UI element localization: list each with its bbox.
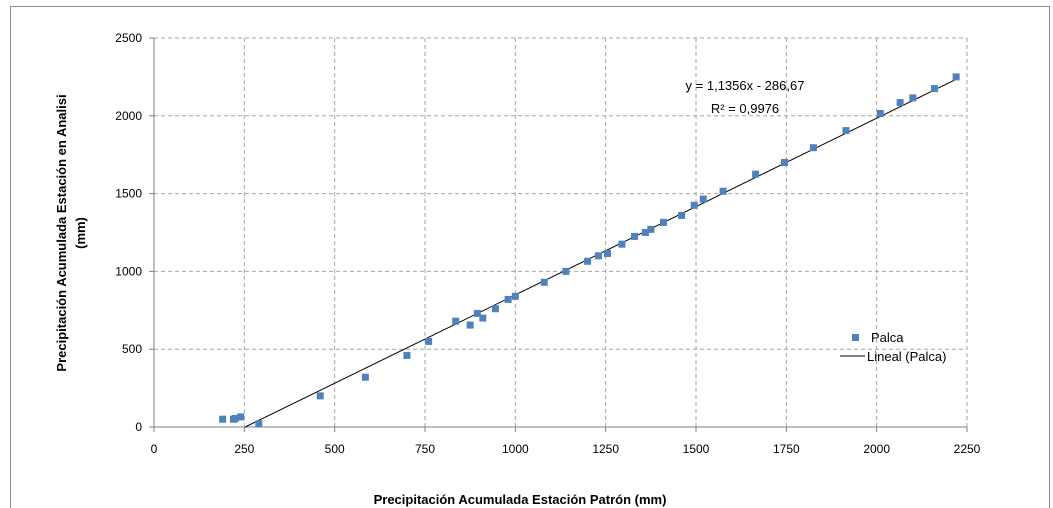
data-point xyxy=(641,229,649,236)
trendline-r2-text: R² = 0,9976 xyxy=(711,101,779,116)
y-tick-label: 500 xyxy=(122,342,142,356)
grid xyxy=(154,37,968,427)
y-tick-label: 1500 xyxy=(115,187,142,201)
data-point xyxy=(255,420,263,428)
y-axis-title-line-1: Precipitación Acumulada Estación en Anal… xyxy=(54,94,69,371)
data-point xyxy=(690,201,698,209)
data-point xyxy=(719,187,727,195)
x-tick-label: 1000 xyxy=(502,442,529,456)
data-point xyxy=(952,73,960,81)
data-point xyxy=(511,292,519,300)
data-point xyxy=(479,314,487,322)
data-point xyxy=(618,240,626,248)
legend-marker-palca xyxy=(852,334,859,341)
data-point xyxy=(231,414,239,422)
data-point xyxy=(896,99,904,107)
x-tick-label: 2250 xyxy=(954,442,981,456)
data-point xyxy=(909,94,917,102)
data-point xyxy=(647,225,655,233)
axes xyxy=(149,37,968,432)
data-point xyxy=(540,278,548,286)
y-tick-label: 1000 xyxy=(115,264,142,278)
y-tick-label: 2000 xyxy=(115,109,142,123)
x-tick-label: 500 xyxy=(325,442,345,456)
data-point xyxy=(603,250,611,258)
data-point xyxy=(491,305,499,313)
legend-label-palca: Palca xyxy=(871,330,904,345)
data-point xyxy=(361,373,369,381)
data-point xyxy=(752,170,760,178)
data-points xyxy=(219,73,960,428)
legend-label-trendline: Lineal (Palca) xyxy=(867,349,947,364)
data-point xyxy=(930,85,938,93)
y-tick-label: 0 xyxy=(135,420,142,434)
y-axis-title-line-2: (mm) xyxy=(73,217,88,249)
x-tick-label: 1500 xyxy=(683,442,710,456)
data-point xyxy=(594,252,602,260)
trendline-equation: y = 1,1356x - 286,67 R² = 0,9976 xyxy=(686,78,805,116)
x-tick-label: 2000 xyxy=(863,442,890,456)
data-point xyxy=(452,317,460,325)
data-point xyxy=(504,295,512,303)
data-point xyxy=(316,392,324,400)
data-point xyxy=(809,144,817,152)
trendline-equation-text: y = 1,1356x - 286,67 xyxy=(686,78,805,93)
x-tick-label: 0 xyxy=(151,442,158,456)
data-point xyxy=(403,351,411,359)
tick-labels: 0 500 1000 1500 2000 2500 0 250 500 750 1000 1250 15… xyxy=(115,31,980,456)
data-point xyxy=(659,218,667,226)
data-point xyxy=(842,127,850,135)
data-point xyxy=(425,337,433,345)
x-axis-title: Precipitación Acumulada Estación Patrón … xyxy=(374,492,667,507)
data-point xyxy=(699,195,707,203)
legend: Palca Lineal (Palca) xyxy=(840,330,947,364)
data-point xyxy=(237,413,245,421)
data-point xyxy=(219,415,227,423)
data-point xyxy=(473,309,481,317)
x-tick-label: 250 xyxy=(234,442,254,456)
data-point xyxy=(678,211,686,219)
data-point xyxy=(631,232,639,240)
data-point xyxy=(584,257,592,265)
data-point xyxy=(466,321,474,329)
data-point xyxy=(781,158,789,166)
y-tick-label: 2500 xyxy=(115,31,142,45)
x-tick-label: 750 xyxy=(415,442,435,456)
x-tick-label: 1250 xyxy=(592,442,619,456)
data-point xyxy=(562,267,570,275)
x-tick-label: 1750 xyxy=(773,442,800,456)
data-point xyxy=(876,109,884,117)
y-axis-title: Precipitación Acumulada Estación en Anal… xyxy=(54,94,88,371)
